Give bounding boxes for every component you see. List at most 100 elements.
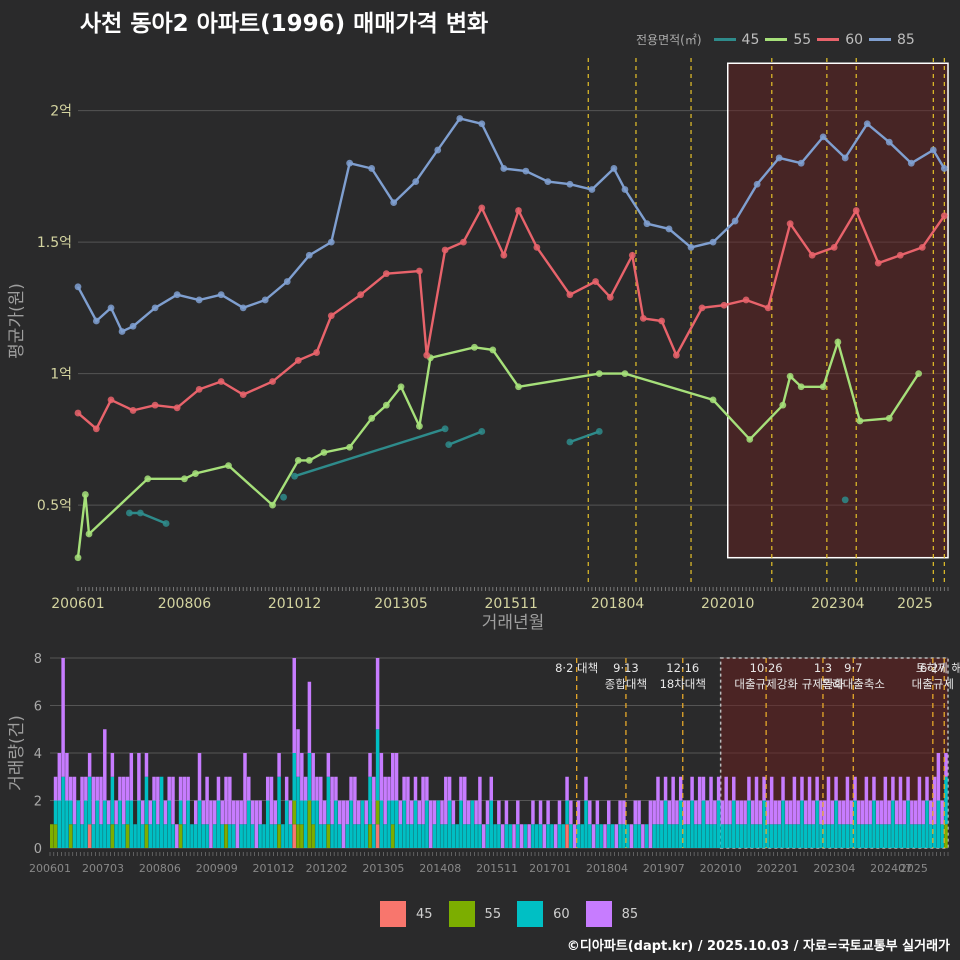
bar-legend-item-55: 55	[448, 901, 501, 927]
bar-segment	[811, 824, 816, 848]
y-tick-label: 1.5억	[37, 235, 72, 251]
bar-segment	[553, 824, 558, 848]
bar-legend-swatch-55	[448, 901, 475, 927]
bar-segment	[300, 753, 304, 801]
bar-segment	[781, 800, 785, 848]
bar-segment	[891, 800, 895, 848]
bar-segment	[838, 824, 842, 848]
bar-segment	[76, 800, 81, 848]
bar-segment	[152, 800, 156, 848]
bar-segment	[451, 800, 456, 825]
bar-segment	[103, 729, 107, 801]
bar-segment	[572, 824, 577, 848]
series-line-45	[569, 430, 600, 444]
bar-segment	[159, 776, 164, 848]
bar-segment	[292, 800, 296, 825]
bar-segment	[932, 776, 937, 825]
data-point-60	[269, 378, 276, 385]
bar-segment	[910, 824, 914, 848]
data-point-85	[239, 304, 247, 312]
bar-segment	[193, 824, 198, 848]
data-point-85	[687, 243, 695, 251]
bar-segment	[53, 800, 58, 825]
data-point-85	[621, 186, 629, 193]
bar-segment	[273, 800, 278, 825]
bar-segment	[887, 800, 891, 825]
bar-segment	[239, 800, 243, 825]
x-tick-label: 200806	[158, 596, 212, 612]
bar-segment	[504, 824, 509, 848]
bar-segment	[360, 800, 365, 848]
data-point-60	[357, 291, 365, 299]
bar-segment	[209, 800, 213, 848]
bar-segment	[921, 800, 925, 825]
bar-segment	[925, 776, 929, 801]
bar-segment	[902, 824, 907, 848]
bar-segment	[754, 776, 759, 825]
bar-segment	[822, 800, 827, 825]
legend-swatch-60	[817, 38, 840, 41]
bar-segment	[353, 824, 357, 848]
bar-segment	[474, 824, 478, 848]
bar-segment	[716, 800, 721, 848]
bar-segment	[819, 824, 823, 848]
bar-segment	[110, 824, 115, 848]
data-point-60	[515, 207, 522, 214]
bar-segment	[819, 800, 823, 825]
bar-segment	[860, 824, 865, 848]
bar-segment	[830, 800, 835, 825]
series-line-45	[448, 430, 483, 446]
bar-segment	[667, 800, 672, 825]
x-tick-label: 2025	[897, 596, 933, 612]
data-point-85	[327, 238, 335, 246]
data-point-55	[192, 470, 199, 477]
data-point-85	[217, 291, 225, 299]
bar-segment	[375, 824, 380, 848]
bar-segment	[284, 776, 289, 801]
bar-segment	[716, 776, 721, 801]
policy-label: 특례대출축소	[822, 677, 885, 691]
bar-segment	[705, 800, 709, 825]
bar-segment	[777, 824, 781, 848]
bar-segment	[470, 800, 475, 848]
bar-segment	[103, 800, 107, 848]
bar-segment	[618, 824, 622, 848]
data-point-55	[709, 396, 717, 404]
bar-segment	[644, 824, 649, 848]
bar-segment	[417, 824, 422, 848]
bar-segment	[614, 824, 619, 848]
bar-segment	[447, 776, 452, 801]
bar-x-tick-label: 200703	[82, 862, 124, 875]
bar-segment	[849, 824, 853, 848]
bar-segment	[860, 800, 865, 825]
bar-segment	[300, 824, 304, 848]
bar-segment	[250, 800, 255, 825]
data-point-55	[144, 475, 152, 483]
data-point-45	[291, 472, 298, 480]
bar-segment	[667, 824, 672, 848]
policy-label: 9·13	[613, 661, 639, 675]
bar-segment	[140, 800, 145, 825]
bar-x-tick-label: 201804	[586, 862, 628, 875]
bar-segment	[910, 800, 914, 825]
bar-segment	[228, 776, 232, 825]
bar-segment	[739, 824, 744, 848]
data-point-60	[441, 246, 449, 254]
data-point-55	[368, 414, 376, 422]
bar-x-tick-label: 200601	[29, 862, 71, 875]
data-point-55	[382, 401, 390, 409]
bar-segment	[887, 824, 891, 848]
bar-segment	[709, 776, 713, 825]
data-point-45	[137, 509, 144, 517]
data-point-60	[382, 270, 390, 278]
data-point-60	[129, 407, 137, 414]
bar-segment	[800, 776, 804, 801]
data-point-85	[456, 115, 464, 122]
legend-item-60: 60	[817, 32, 863, 48]
bar-segment	[156, 776, 160, 825]
bar-segment	[504, 800, 509, 825]
bar-segment	[713, 824, 717, 848]
bar-segment	[349, 800, 353, 848]
bar-segment	[474, 800, 478, 825]
data-point-85	[305, 251, 313, 259]
